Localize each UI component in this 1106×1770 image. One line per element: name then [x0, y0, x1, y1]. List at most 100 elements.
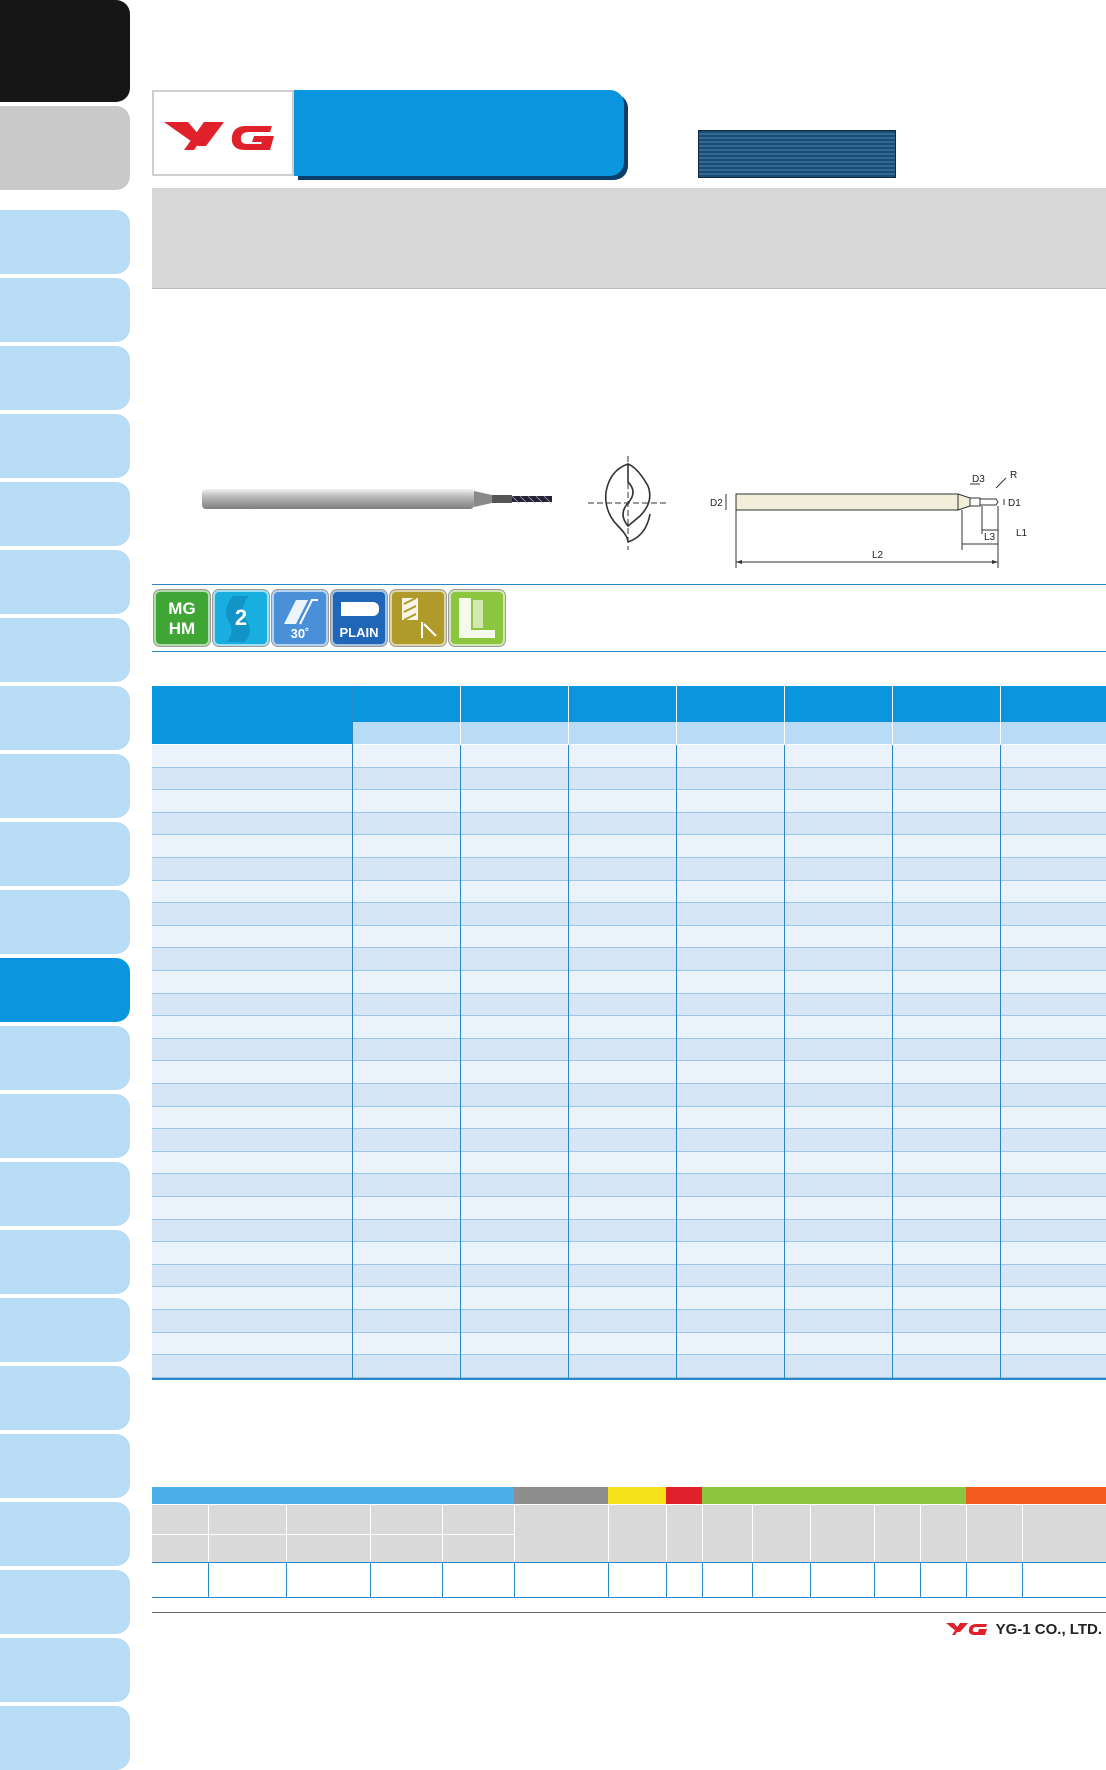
chapter-tab-2[interactable] — [0, 210, 130, 274]
table-row — [152, 745, 1106, 768]
condition-column-divider — [874, 1505, 875, 1562]
table-column-divider — [1000, 745, 1001, 1378]
logo-text: YG — [154, 92, 177, 96]
label-d2: D2 — [710, 498, 723, 509]
description-band — [152, 188, 1106, 289]
table-row — [152, 1264, 1106, 1288]
table-row — [152, 1287, 1106, 1310]
table-row — [152, 1310, 1106, 1333]
chapter-tab-6[interactable] — [0, 482, 130, 546]
footer-rule — [152, 1612, 1106, 1613]
chapter-tab-19[interactable] — [0, 1366, 130, 1430]
table-column-divider — [568, 745, 569, 1378]
material-line1: MG — [168, 599, 196, 618]
series-title-banner — [294, 90, 624, 176]
condition-column-divider — [666, 1505, 667, 1562]
chapter-tab-24[interactable] — [0, 1706, 130, 1770]
condition-value-divider — [966, 1562, 967, 1598]
chapter-tab-14[interactable] — [0, 1026, 130, 1090]
condition-values-row — [152, 1562, 1106, 1598]
chapter-tab-23[interactable] — [0, 1638, 130, 1702]
label-d1: D1 — [1008, 498, 1021, 509]
table-row — [152, 971, 1106, 994]
flute-count: 2 — [234, 605, 248, 630]
chapter-tab-1[interactable] — [0, 106, 130, 190]
table-row — [152, 1174, 1106, 1197]
helix-angle-icon: 30˚ — [272, 590, 328, 646]
condition-column-divider — [208, 1505, 209, 1562]
condition-header-cells — [152, 1505, 1106, 1562]
chapter-tab-20[interactable] — [0, 1434, 130, 1498]
chapter-tab-7[interactable] — [0, 550, 130, 614]
table-header-left — [152, 722, 352, 744]
yg-logo: YG — [152, 90, 294, 176]
high-hardness-bar — [966, 1487, 1106, 1504]
table-row — [152, 790, 1106, 813]
table-column-divider — [784, 745, 785, 1378]
table-column-divider — [892, 745, 893, 1378]
two-flute-icon: 2 — [213, 590, 269, 646]
chapter-tab-18[interactable] — [0, 1298, 130, 1362]
material-group-bar — [152, 1487, 514, 1504]
end-view-diagram — [588, 456, 668, 550]
label-l2: L2 — [872, 550, 884, 561]
chapter-tab-16[interactable] — [0, 1162, 130, 1226]
chapter-tab-17[interactable] — [0, 1230, 130, 1294]
chapter-tab-8[interactable] — [0, 618, 130, 682]
condition-values-top-rule — [152, 1562, 1106, 1563]
chapter-tab-22[interactable] — [0, 1570, 130, 1634]
condition-value-divider — [702, 1562, 703, 1598]
table-subheader — [352, 722, 1106, 744]
feature-divider-bottom — [152, 651, 1106, 652]
condition-column-divider — [702, 1505, 703, 1562]
chapter-tab-9[interactable] — [0, 686, 130, 750]
table-row — [152, 1219, 1106, 1243]
table-row — [152, 767, 1106, 791]
label-l1: L1 — [1016, 528, 1028, 539]
condition-column-divider — [514, 1505, 515, 1562]
condition-column-divider — [442, 1505, 443, 1562]
table-row — [152, 948, 1106, 971]
table-row — [152, 1242, 1106, 1265]
heat-resistant-bar — [666, 1487, 702, 1504]
chapter-tab-12[interactable] — [0, 890, 130, 954]
table-header — [152, 686, 1106, 722]
chapter-tab-21[interactable] — [0, 1502, 130, 1566]
table-row — [152, 1151, 1106, 1175]
table-row — [152, 903, 1106, 926]
condition-value-divider — [514, 1562, 515, 1598]
product-photo — [698, 130, 896, 178]
chapter-tab-11[interactable] — [0, 822, 130, 886]
slotting-icon — [449, 590, 505, 646]
company-name: YG-1 CO., LTD. — [995, 1620, 1102, 1638]
non-ferrous-bar — [608, 1487, 666, 1504]
table-row — [152, 993, 1106, 1017]
chapter-tab-13[interactable] — [0, 958, 130, 1022]
condition-value-divider — [208, 1562, 209, 1598]
condition-column-divider — [920, 1505, 921, 1562]
table-bottom-rule — [152, 1377, 1106, 1380]
material-mg-hm-icon: MG HM — [154, 590, 210, 646]
condition-value-divider — [286, 1562, 287, 1598]
chapter-tab-15[interactable] — [0, 1094, 130, 1158]
dimension-diagram: D2 D3 R D1 L1 L3 L2 — [710, 470, 1028, 568]
table-column-divider — [352, 686, 353, 1378]
table-row — [152, 1129, 1106, 1152]
chapter-tab-5[interactable] — [0, 414, 130, 478]
condition-value-divider — [1022, 1562, 1023, 1598]
table-row — [152, 1355, 1106, 1378]
table-row — [152, 1106, 1106, 1130]
chapter-tab-4[interactable] — [0, 346, 130, 410]
chapter-tab-3[interactable] — [0, 278, 130, 342]
yg-logo-mark: YG — [154, 92, 274, 150]
condition-column-divider — [1022, 1505, 1023, 1562]
chapter-tab-10[interactable] — [0, 754, 130, 818]
end-mill-photo — [202, 489, 552, 509]
chapter-tab-0[interactable] — [0, 0, 130, 102]
condition-column-divider — [370, 1505, 371, 1562]
condition-column-divider — [810, 1505, 811, 1562]
table-row — [152, 1332, 1106, 1356]
helix-angle-value: 30˚ — [290, 626, 310, 641]
condition-value-divider — [608, 1562, 609, 1598]
condition-subheader-divider — [152, 1534, 514, 1535]
